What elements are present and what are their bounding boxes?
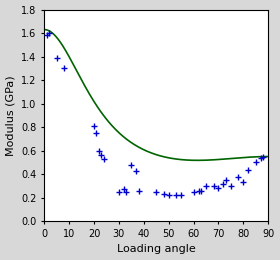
Point <box>216 186 221 190</box>
Point <box>261 154 265 159</box>
Point <box>47 31 51 35</box>
Point <box>129 163 134 167</box>
Point <box>122 187 126 192</box>
Point <box>211 184 216 188</box>
Y-axis label: Modulus (GPa): Modulus (GPa) <box>6 75 16 156</box>
Point <box>116 190 121 194</box>
Point <box>224 178 228 182</box>
Point <box>259 156 263 160</box>
X-axis label: Loading angle: Loading angle <box>117 244 196 255</box>
Point <box>162 192 166 196</box>
Point <box>241 180 246 185</box>
Point <box>92 124 96 128</box>
Point <box>221 181 226 186</box>
Point <box>54 56 59 60</box>
Point <box>174 193 178 197</box>
Point <box>97 149 101 153</box>
Point <box>166 193 171 197</box>
Point <box>44 33 49 37</box>
Point <box>154 190 158 194</box>
Point <box>179 193 183 197</box>
Point <box>246 167 251 172</box>
Point <box>124 190 129 194</box>
Point <box>254 160 258 165</box>
Point <box>134 168 139 173</box>
Point <box>196 188 201 193</box>
Point <box>99 153 104 158</box>
Point <box>229 184 233 188</box>
Point <box>191 190 196 194</box>
Point <box>62 66 66 70</box>
Point <box>102 157 106 161</box>
Point <box>204 184 208 188</box>
Point <box>137 188 141 193</box>
Point <box>94 131 99 135</box>
Point <box>236 174 241 179</box>
Point <box>199 188 203 193</box>
